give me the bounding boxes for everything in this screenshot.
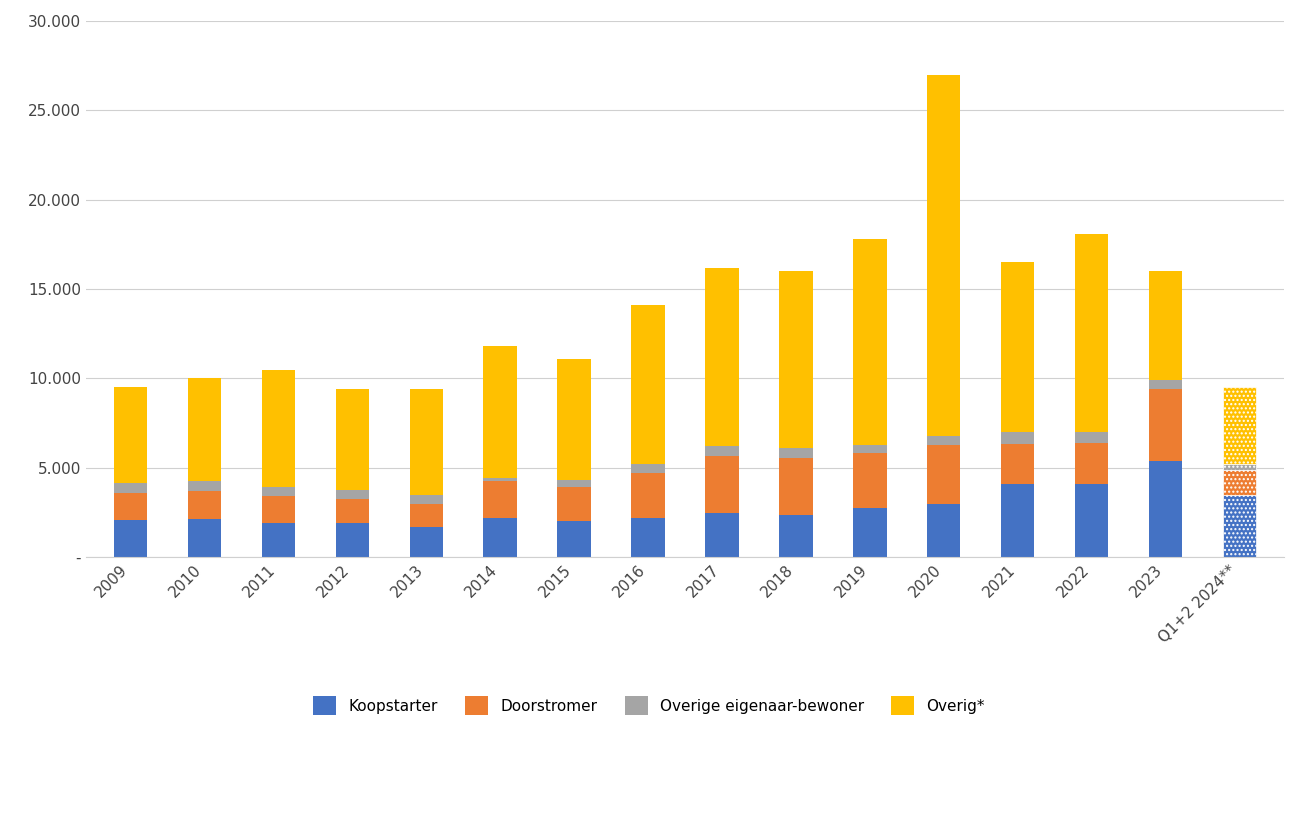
Bar [1076, 442, 1108, 484]
Bar [557, 359, 591, 480]
Bar [1076, 234, 1108, 432]
Bar [1222, 469, 1256, 494]
Bar [335, 389, 369, 490]
Bar [779, 458, 813, 515]
Bar [187, 481, 221, 491]
Bar [261, 487, 295, 496]
Bar [261, 496, 295, 523]
Bar [557, 480, 591, 487]
Bar [483, 518, 517, 557]
Bar [409, 495, 443, 504]
Bar [853, 508, 886, 557]
Bar [853, 453, 886, 508]
Bar [631, 473, 665, 518]
Bar [1002, 432, 1034, 443]
Bar [927, 436, 960, 446]
Bar [631, 464, 665, 473]
Bar [1150, 272, 1182, 380]
Bar [483, 478, 517, 481]
Bar [483, 346, 517, 478]
Bar [631, 305, 665, 464]
Bar [261, 370, 295, 487]
Bar [853, 239, 886, 444]
Bar [187, 491, 221, 519]
Bar [1222, 494, 1256, 557]
Bar [853, 444, 886, 453]
Bar [1002, 443, 1034, 484]
Bar [335, 490, 369, 499]
Bar [705, 514, 739, 557]
Bar [409, 389, 443, 495]
Bar [409, 527, 443, 557]
Bar [1222, 387, 1256, 464]
Bar [779, 272, 813, 448]
Bar [114, 520, 147, 557]
Bar [114, 483, 147, 493]
Bar [1150, 461, 1182, 557]
Bar [1150, 389, 1182, 461]
Bar [557, 487, 591, 521]
Bar [1002, 484, 1034, 557]
Legend: Koopstarter, Doorstromer, Overige eigenaar-bewoner, Overig*: Koopstarter, Doorstromer, Overige eigena… [307, 691, 991, 721]
Bar [705, 267, 739, 447]
Bar [114, 493, 147, 520]
Bar [631, 518, 665, 557]
Bar [1076, 432, 1108, 442]
Bar [187, 519, 221, 557]
Bar [779, 515, 813, 557]
Bar [409, 504, 443, 527]
Bar [335, 523, 369, 557]
Bar [1076, 484, 1108, 557]
Bar [557, 521, 591, 557]
Bar [187, 379, 221, 481]
Bar [335, 499, 369, 523]
Bar [1222, 464, 1256, 469]
Bar [261, 523, 295, 557]
Bar [483, 481, 517, 518]
Bar [1002, 262, 1034, 432]
Bar [927, 75, 960, 436]
Bar [927, 446, 960, 504]
Bar [927, 504, 960, 557]
Bar [705, 447, 739, 456]
Bar [1150, 380, 1182, 389]
Bar [114, 387, 147, 483]
Bar [779, 448, 813, 458]
Bar [705, 456, 739, 514]
